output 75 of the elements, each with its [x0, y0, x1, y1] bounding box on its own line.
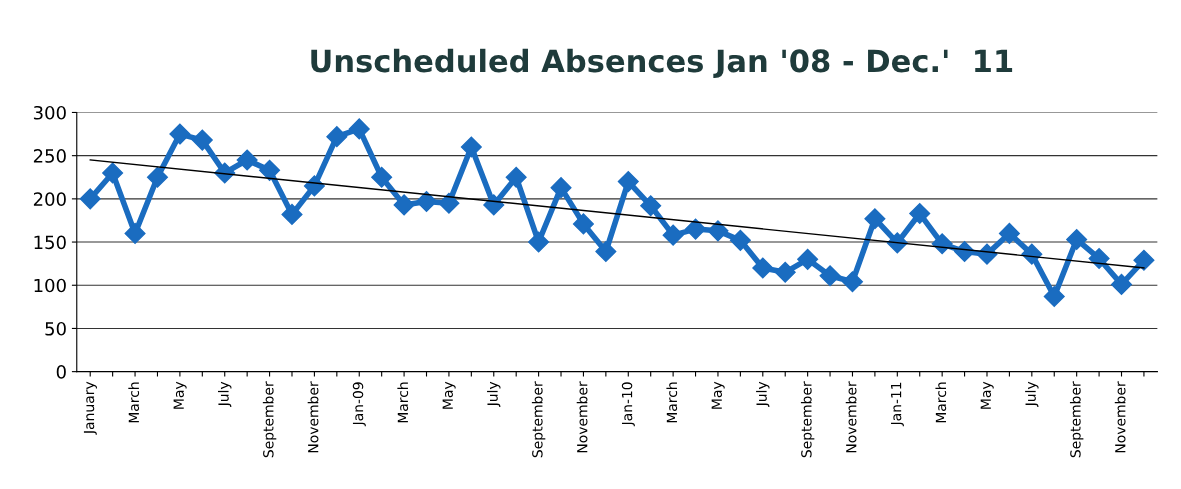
x-tick-label: November	[307, 381, 319, 453]
y-tick-label: 100	[34, 278, 66, 293]
point	[998, 222, 1020, 244]
point	[505, 166, 527, 188]
x-tick-label: May	[711, 381, 725, 409]
point	[550, 177, 572, 199]
x-tick-label: July	[1025, 381, 1039, 408]
x-tick-label: May	[173, 381, 187, 409]
point	[1133, 249, 1155, 271]
x-tick-label: March	[935, 382, 947, 423]
point	[528, 231, 550, 253]
point	[909, 203, 931, 225]
point	[483, 194, 505, 216]
x-tick-label: Jan-09	[352, 382, 366, 427]
point	[146, 166, 168, 188]
x-tick-label: November	[576, 381, 588, 453]
x-tick-label: July	[218, 381, 232, 408]
point	[79, 188, 101, 210]
point	[1043, 285, 1065, 307]
point	[662, 224, 684, 246]
x-tick-label: Jan-10	[621, 382, 635, 427]
point	[191, 129, 213, 151]
y-tick-label: 200	[33, 192, 66, 206]
point	[864, 208, 886, 230]
x-tick-label: May	[442, 381, 456, 409]
point	[797, 248, 819, 270]
point	[326, 126, 348, 148]
y-tick-label: 0	[56, 365, 66, 379]
y-tick-label: 50	[45, 321, 66, 336]
point	[931, 233, 953, 255]
point	[348, 118, 370, 140]
chart-title: Unscheduled Absences Jan '08 - Dec.' 11	[311, 48, 1013, 79]
point	[685, 218, 707, 240]
point	[774, 261, 796, 283]
x-tick-label: May	[980, 381, 994, 409]
point	[236, 149, 258, 171]
point	[841, 271, 863, 293]
x-tick-label: September	[262, 381, 277, 458]
x-tick-label: September	[1069, 381, 1084, 458]
point	[124, 222, 146, 244]
y-tick-label: 300	[33, 105, 66, 120]
point	[640, 195, 662, 217]
x-tick-label: November	[845, 381, 857, 453]
x-tick-label: July	[487, 381, 501, 408]
point	[371, 166, 393, 188]
x-tick-label: July	[756, 381, 770, 408]
point	[595, 241, 617, 263]
x-tick-label: March	[128, 382, 140, 423]
point	[617, 171, 639, 193]
point	[259, 159, 281, 181]
point	[438, 192, 460, 214]
point	[1066, 228, 1088, 250]
point	[102, 162, 124, 184]
point	[393, 194, 415, 216]
y-tick-label: 150	[34, 235, 66, 250]
point	[729, 229, 751, 251]
point	[1110, 273, 1133, 295]
x-tick-label: Jan-11	[891, 382, 904, 427]
point	[1088, 247, 1110, 269]
y-tick-label: 250	[33, 149, 66, 163]
point	[303, 175, 325, 197]
point	[460, 136, 482, 158]
x-tick-label: March	[666, 382, 678, 423]
x-tick-label: March	[397, 382, 409, 423]
x-tick-label: September	[531, 381, 546, 458]
point	[281, 203, 303, 225]
point	[415, 190, 438, 212]
point	[752, 257, 774, 279]
point	[572, 213, 594, 235]
point	[169, 123, 191, 145]
x-tick-label: September	[800, 381, 815, 458]
point	[819, 265, 841, 287]
x-tick-label: November	[1114, 381, 1126, 453]
point	[707, 220, 729, 242]
x-tick-label: January	[83, 381, 97, 435]
